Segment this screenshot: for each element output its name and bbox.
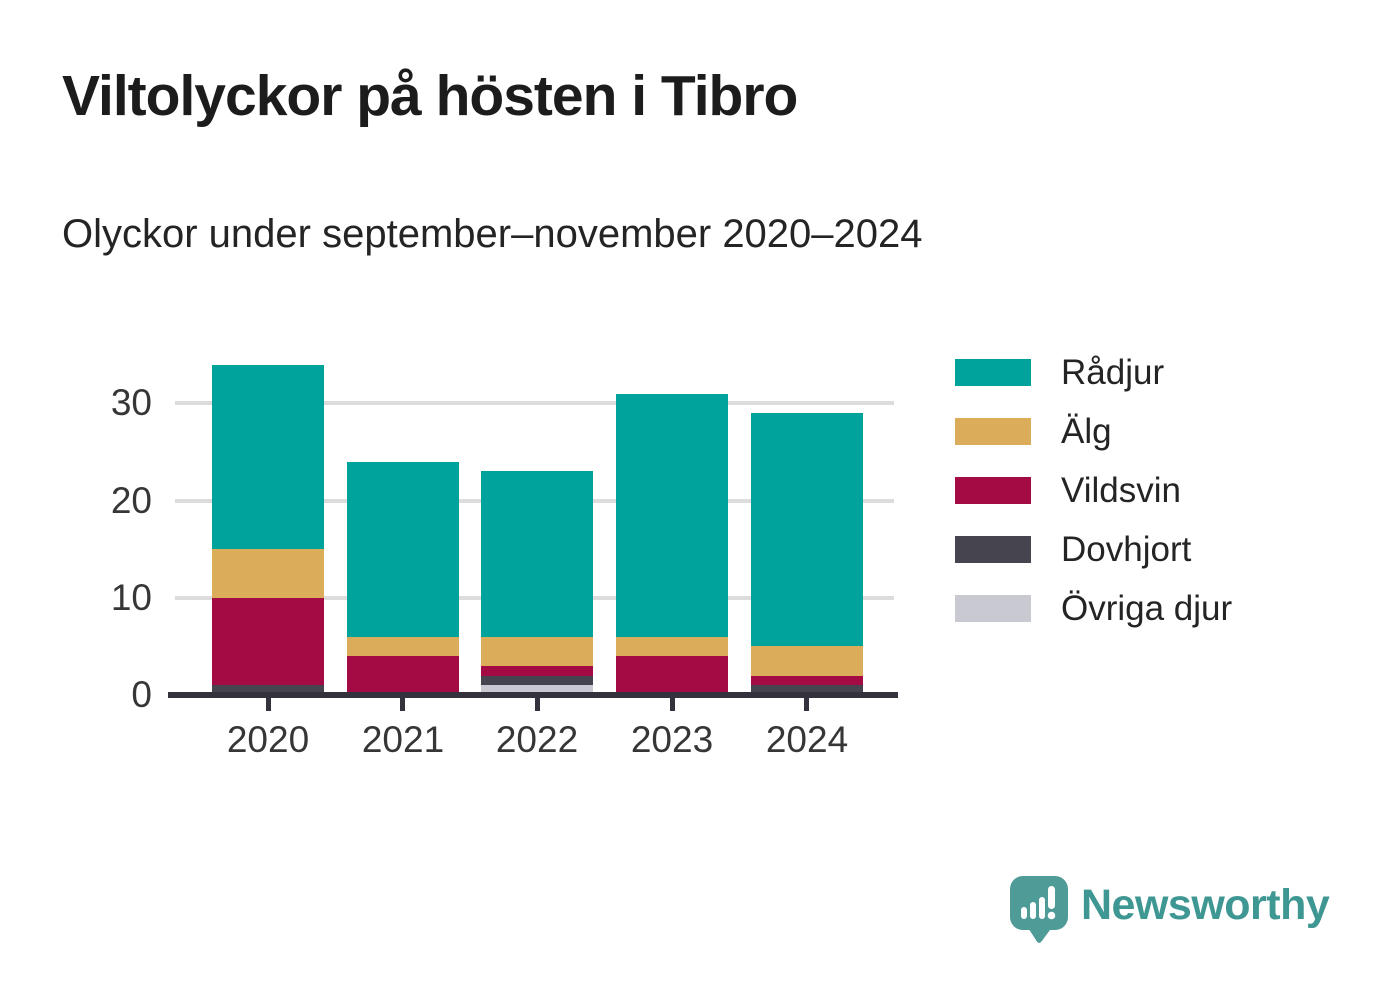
bar-segment-2020-dovhjort xyxy=(212,685,324,695)
y-axis-label-0: 0 xyxy=(131,674,152,715)
x-axis-tick-2020 xyxy=(266,698,271,711)
newsworthy-logo-text: Newsworthy xyxy=(1081,881,1330,929)
y-axis-label-20: 20 xyxy=(110,480,152,521)
bar-segment-2022-dovhjort xyxy=(481,676,593,685)
legend-label-vildsvin: Vildsvin xyxy=(1061,471,1181,510)
x-axis-tick-2022 xyxy=(535,698,540,711)
x-axis-tick-2023 xyxy=(670,698,675,711)
x-axis-label-2021: 2021 xyxy=(361,719,445,760)
legend-item-radjur: Rådjur xyxy=(955,352,1232,393)
bar-segment-2021-vildsvin xyxy=(347,656,459,695)
gridline-y30 xyxy=(175,401,894,405)
x-axis-label-2024: 2024 xyxy=(765,719,849,760)
bar-segment-2021-radjur xyxy=(347,462,459,637)
bar-segment-2020-radjur xyxy=(212,365,324,549)
bar-segment-2020-vildsvin xyxy=(212,598,324,685)
bar-segment-2024-dovhjort xyxy=(751,685,863,695)
y-axis-label-10: 10 xyxy=(110,577,152,618)
x-axis-line xyxy=(168,692,898,698)
x-axis-tick-2024 xyxy=(804,698,809,711)
x-axis-label-2023: 2023 xyxy=(630,719,714,760)
bar-segment-2021-alg xyxy=(347,637,459,656)
legend-swatch-ovriga-djur xyxy=(955,595,1031,622)
legend-swatch-vildsvin xyxy=(955,477,1031,504)
legend-item-ovriga-djur: Övriga djur xyxy=(955,588,1232,629)
x-axis-tick-2021 xyxy=(400,698,405,711)
bar-segment-2022-radjur xyxy=(481,471,593,637)
legend-item-vildsvin: Vildsvin xyxy=(955,470,1232,511)
chart-legend: Rådjur Älg Vildsvin Dovhjort Övriga djur xyxy=(955,352,1232,629)
legend-swatch-radjur xyxy=(955,359,1031,386)
bar-segment-2023-alg xyxy=(616,637,728,656)
bar-segment-2024-vildsvin xyxy=(751,676,863,685)
legend-label-radjur: Rådjur xyxy=(1061,353,1165,392)
y-axis-label-30: 30 xyxy=(110,382,152,423)
bar-segment-2023-vildsvin xyxy=(616,656,728,695)
bar-segment-2023-radjur xyxy=(616,394,728,637)
bar-chart-speech-bubble-icon xyxy=(1010,876,1068,943)
bar-segment-2024-radjur xyxy=(751,413,863,646)
bar-segment-2022-ovriga-djur xyxy=(481,685,593,695)
legend-swatch-alg xyxy=(955,418,1031,445)
bar-segment-2020-alg xyxy=(212,549,324,598)
newsworthy-logo: Newsworthy xyxy=(1010,876,1330,943)
legend-item-alg: Älg xyxy=(955,411,1232,452)
bar-segment-2022-vildsvin xyxy=(481,666,593,676)
legend-label-alg: Älg xyxy=(1061,412,1112,451)
bar-segment-2022-alg xyxy=(481,637,593,666)
x-axis-label-2022: 2022 xyxy=(495,719,579,760)
legend-label-ovriga-djur: Övriga djur xyxy=(1061,589,1233,628)
chart-title: Viltolyckor på hösten i Tibro xyxy=(62,64,798,128)
legend-label-dovhjort: Dovhjort xyxy=(1061,530,1192,569)
x-axis-label-2020: 2020 xyxy=(226,719,310,760)
legend-swatch-dovhjort xyxy=(955,536,1031,563)
bar-segment-2024-alg xyxy=(751,646,863,676)
legend-item-dovhjort: Dovhjort xyxy=(955,529,1232,570)
chart-subtitle: Olyckor under september–november 2020–20… xyxy=(62,212,923,256)
